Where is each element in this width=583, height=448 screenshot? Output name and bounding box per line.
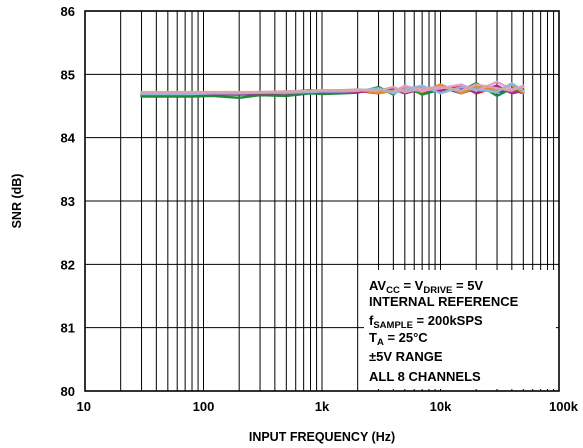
annotation-box	[364, 270, 556, 389]
annotation-block: AVCC = VDRIVE = 5V INTERNAL REFERENCE fS…	[369, 278, 519, 384]
annotation-line-channels: ALL 8 CHANNELS	[369, 369, 481, 384]
plot-frame	[84, 10, 560, 392]
annotation-line-range: ±5V RANGE	[369, 349, 443, 364]
annotation-line-supply: AVCC = VDRIVE = 5V	[369, 278, 483, 296]
annotation-line-sample-rate: fSAMPLE = 200kSPS	[369, 313, 483, 331]
y-tick-label: 81	[61, 321, 75, 336]
x-tick-label: 100k	[549, 399, 579, 414]
x-tick-label: 10	[77, 399, 91, 414]
annotation-line-temperature: TA = 25°C	[369, 330, 428, 348]
y-tick-label: 85	[61, 67, 75, 82]
y-tick-label: 83	[61, 194, 75, 209]
y-tick-label: 86	[61, 4, 75, 19]
data-series	[140, 80, 525, 100]
series-line-7	[140, 81, 525, 96]
y-axis-title: SNR (dB)	[10, 174, 24, 229]
x-tick-label: 100	[193, 399, 215, 414]
y-tick-label: 82	[61, 257, 75, 272]
x-axis-title: INPUT FREQUENCY (Hz)	[249, 430, 395, 444]
y-tick-label: 84	[61, 131, 76, 146]
x-tick-labels: 10 100 1k 10k 100k	[77, 399, 579, 414]
y-tick-labels: 80 81 82 83 84 85 86	[61, 4, 76, 399]
y-tick-label: 80	[61, 384, 75, 399]
x-tick-label: 10k	[430, 399, 452, 414]
annotation-line-reference: INTERNAL REFERENCE	[369, 294, 519, 309]
x-tick-label: 1k	[315, 399, 330, 414]
series-line-8	[140, 83, 525, 94]
